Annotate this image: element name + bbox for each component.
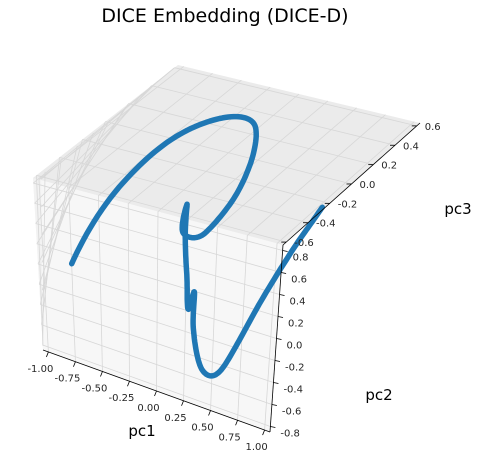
y-tick-mark — [271, 404, 277, 406]
z-tick-label: 0.2 — [381, 161, 397, 172]
x-tick-label: -0.75 — [54, 374, 80, 385]
x-tick-mark — [46, 351, 49, 358]
x-tick-mark — [100, 371, 103, 377]
x-tick-label: 0.50 — [191, 423, 213, 434]
tick-labels: -1.00-0.75-0.50-0.250.00 0.25 0.50 0.75 1.00… — [27, 122, 440, 453]
y-tick-label: -0.8 — [280, 429, 300, 440]
y-tick-mark — [274, 360, 281, 362]
grid-line-z-back — [36, 174, 287, 243]
grid-line-y-floor — [34, 202, 282, 273]
z-tick-label: 0.4 — [403, 141, 419, 152]
x-tick-mark — [235, 420, 238, 426]
y-tick-label: 0.2 — [288, 319, 304, 330]
x-tick-mark — [127, 381, 130, 387]
x-tick-label: -0.25 — [109, 393, 135, 404]
y-tick-mark — [270, 426, 276, 428]
grid-line-y-floor — [37, 263, 277, 339]
grid-line-z-left — [40, 67, 175, 180]
y-axis-label: pc2 — [365, 386, 392, 404]
grid-line-z-left — [41, 121, 106, 263]
grid-line-y-floor — [40, 304, 274, 383]
grid-line-y-floor — [35, 223, 280, 295]
chart-title: DICE Embedding (DICE-D) — [101, 5, 348, 27]
grid-line-z-back — [105, 121, 352, 185]
y-tick-label: -0.4 — [283, 385, 303, 396]
grid-line-y-floor — [41, 324, 273, 405]
x-tick-mark — [181, 400, 184, 406]
grid-line-z-back — [59, 156, 309, 224]
x-tick-label: -1.00 — [27, 364, 53, 375]
data-line-group — [68, 113, 326, 379]
grid-line-z-left — [36, 175, 44, 346]
grid-lines — [33, 66, 417, 431]
y-tick-mark — [279, 294, 285, 296]
x-tick-label: 1.00 — [245, 442, 267, 453]
x-tick-label: -0.50 — [82, 383, 108, 394]
grid-line-z-back — [151, 85, 396, 146]
grid-line-z-left — [42, 157, 60, 319]
y-tick-mark — [273, 382, 279, 384]
grid-line-z-left — [41, 103, 129, 235]
grid-line-z-back — [82, 139, 330, 204]
grid-line-z-left — [41, 85, 152, 208]
z-tick-label: -0.4 — [316, 219, 336, 230]
y-tick-mark — [277, 316, 284, 318]
grid-line-z-back — [128, 103, 374, 166]
z-tick-label: 0.6 — [425, 122, 441, 133]
grid-line-y-floor — [33, 182, 283, 251]
grid-line-z-left — [41, 139, 83, 291]
y-tick-label: -0.2 — [285, 363, 305, 374]
y-tick-mark — [276, 338, 282, 340]
x-tick-mark — [262, 429, 265, 436]
x-tick-label: 0.25 — [164, 413, 186, 424]
grid-line-y-floor — [42, 344, 271, 427]
y-tick-label: 0.0 — [287, 341, 303, 352]
x-tick-mark — [154, 390, 157, 397]
y-tick-label: 0.8 — [293, 253, 309, 264]
y-tick-mark — [282, 250, 288, 252]
x-tick-label: 0.75 — [218, 432, 240, 443]
y-tick-label: 0.4 — [290, 297, 306, 308]
z-tick-label: -0.6 — [294, 238, 314, 249]
y-tick-label: 0.6 — [291, 275, 307, 286]
y-tick-mark — [281, 272, 287, 274]
data-series-line — [68, 113, 326, 379]
x-axis-label: pc1 — [128, 422, 155, 440]
x-tick-mark — [73, 361, 76, 367]
z-axis-label: pc3 — [444, 200, 471, 218]
x-tick-label: 0.00 — [137, 403, 159, 414]
z-tick-label: 0.0 — [360, 180, 376, 191]
z-tick-label: -0.2 — [338, 199, 358, 210]
grid-line-z-back — [174, 67, 417, 127]
x-tick-mark — [208, 410, 211, 416]
axis-panes — [33, 65, 420, 432]
y-tick-label: -0.6 — [282, 407, 302, 418]
